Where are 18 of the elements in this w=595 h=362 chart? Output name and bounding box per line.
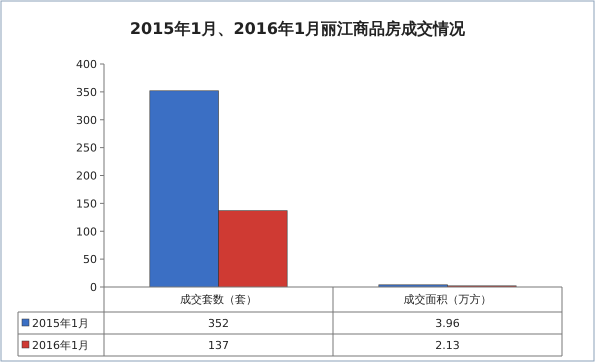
y-tick-label: 400 bbox=[76, 58, 97, 71]
y-tick-label: 300 bbox=[76, 114, 97, 127]
data-label: 2.13 bbox=[435, 339, 460, 352]
y-tick-label: 250 bbox=[76, 142, 97, 155]
y-tick-label: 200 bbox=[76, 170, 97, 182]
y-tick-label: 150 bbox=[76, 197, 97, 210]
x-tick-label: 成交面积（万方） bbox=[404, 293, 492, 306]
legend-label: 2016年1月 bbox=[32, 339, 89, 352]
legend-label: 2015年1月 bbox=[32, 317, 89, 330]
y-tick-label: 100 bbox=[76, 225, 97, 238]
data-label: 3.96 bbox=[435, 317, 460, 330]
data-label: 137 bbox=[208, 339, 229, 352]
x-tick-label: 成交套数（套） bbox=[180, 293, 257, 306]
chart-title: 2015年1月、2016年1月丽江商品房成交情况 bbox=[130, 19, 466, 38]
data-label: 352 bbox=[208, 317, 229, 330]
y-tick-label: 0 bbox=[90, 281, 97, 294]
y-tick-label: 350 bbox=[76, 86, 97, 99]
y-tick-label: 50 bbox=[83, 253, 97, 266]
